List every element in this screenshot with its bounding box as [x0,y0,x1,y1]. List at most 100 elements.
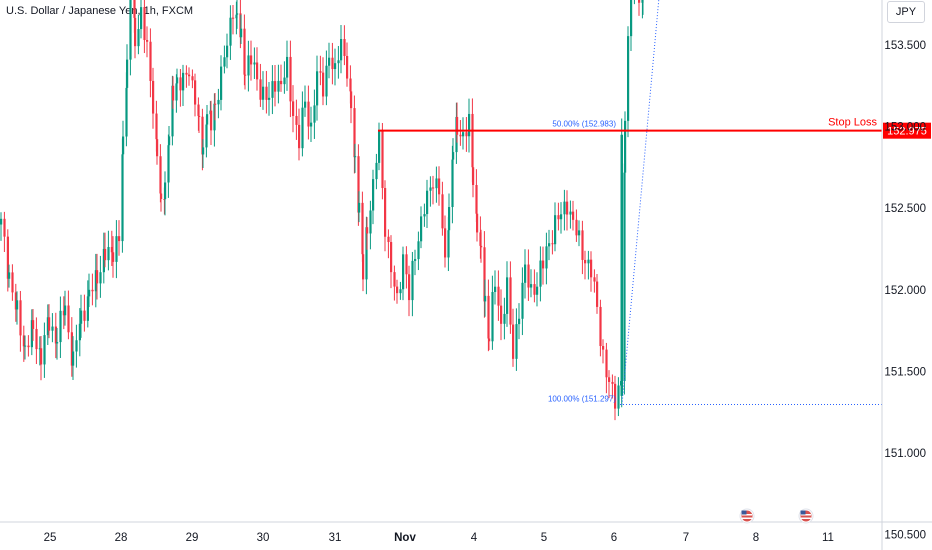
candle [587,250,590,280]
candle [188,67,191,86]
candle [476,197,479,242]
candle [563,189,566,231]
candle [283,61,286,94]
candle [185,65,188,88]
candle [512,308,515,367]
candle [304,85,307,117]
candle [569,200,572,229]
candle [298,108,301,161]
currency-button[interactable]: JPY [887,1,925,23]
candle [472,151,475,198]
candle [214,93,217,121]
candle [596,273,599,314]
candle [617,377,620,417]
candle [566,190,569,231]
candle [43,322,46,378]
candle [337,45,340,79]
candle [129,0,132,76]
candle [452,138,455,175]
candle [381,122,384,200]
candle [274,65,277,107]
candle [432,175,435,205]
candle [91,273,94,306]
candle [121,138,124,253]
candle [399,281,402,300]
candle [94,253,97,308]
candle [232,4,235,35]
candle [51,313,54,343]
candle [86,280,89,328]
candle [295,99,298,140]
candle [468,98,471,153]
us-flag-event-icon[interactable] [739,508,755,524]
candle [146,26,149,58]
candle [423,203,426,227]
candle [122,120,125,162]
candle [353,95,356,174]
candle [638,0,641,16]
price-tick-label: 152.500 [884,203,926,215]
candle [350,78,353,124]
candle [140,0,143,39]
price-tick-label: 152.000 [884,285,926,297]
candle [459,120,462,146]
candle [88,273,91,308]
candle [156,126,159,165]
candle [107,230,110,271]
candle [605,342,608,394]
candle [143,0,146,54]
candle [533,269,536,303]
candle [206,105,209,132]
price-tick-label: 153.500 [884,40,926,52]
candle [426,179,429,228]
candle [277,64,280,104]
candle [411,251,414,317]
candle [488,322,491,351]
candle [575,209,578,242]
candle [581,220,584,275]
candle [115,220,118,279]
candle [40,336,43,381]
candle [480,229,483,263]
candle [229,5,232,60]
candle [435,166,438,203]
candle [384,180,387,252]
candle [72,336,75,381]
candle [48,304,51,339]
candle [307,85,310,140]
candle [642,0,644,15]
candle [176,68,179,99]
candle [262,71,265,110]
candle [542,246,545,285]
candle [27,335,30,357]
candle [530,269,533,298]
candle [462,117,465,150]
us-flag-event-icon[interactable] [798,508,814,524]
candle [358,191,361,223]
candle [500,289,503,341]
candle [244,60,247,90]
candle [3,211,6,253]
candle [438,166,441,206]
candle [59,296,62,358]
candle [491,275,494,350]
candle [593,269,596,293]
candle [551,230,554,255]
time-tick-label: 29 [186,532,199,544]
candle [201,108,204,171]
price-tag: 152.975 [883,122,931,139]
candle [226,33,229,69]
time-tick-label: 11 [822,532,834,544]
svg-text:152.975: 152.975 [887,126,927,138]
candle [280,64,283,92]
candle [67,290,70,340]
candle [375,153,378,190]
candle [202,139,205,169]
candle [64,290,67,326]
candle [62,296,65,330]
candle [545,232,548,285]
candle [414,249,417,276]
candle [334,48,337,86]
candle [393,265,396,301]
